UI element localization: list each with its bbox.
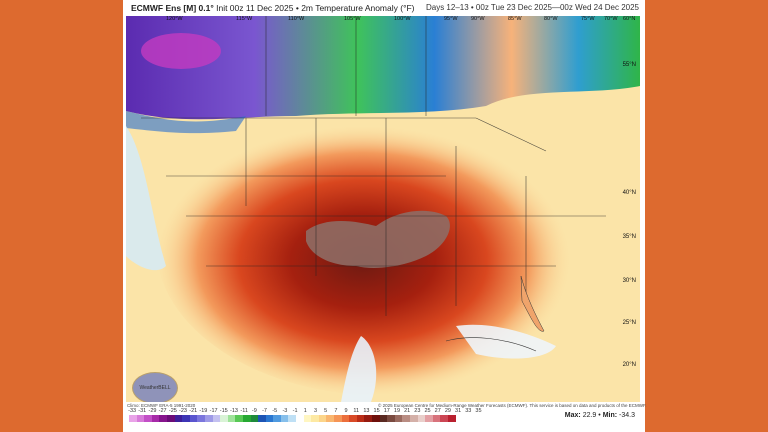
colorbar-cell xyxy=(212,415,221,422)
colorbar-tick: -27 xyxy=(158,408,167,414)
weatherbell-logo: WeatherBELL xyxy=(132,372,178,402)
colorbar-cell xyxy=(166,415,175,422)
colorbar-tick: -15 xyxy=(219,408,228,414)
colorbar-tick: -11 xyxy=(240,408,248,414)
colorbar-tick: 1 xyxy=(303,408,307,414)
colorbar-tick: 31 xyxy=(455,408,462,414)
colorbar-tick: -17 xyxy=(209,408,218,414)
colorbar-tick: -3 xyxy=(282,408,288,414)
copyright-credit: © 2025 European Centre for Medium-Range … xyxy=(378,403,647,408)
colorbar-tick: 21 xyxy=(404,408,411,414)
colorbar-cell xyxy=(372,415,380,422)
colorbar-cell xyxy=(318,415,327,422)
colorbar-tick: 29 xyxy=(444,408,451,414)
colorbar-cell xyxy=(288,415,297,422)
colorbar-cell xyxy=(189,415,198,422)
chart-title: ECMWF Ens [M] 0.1° Init 00z 11 Dec 2025 … xyxy=(131,3,415,13)
max-value: 22.9 xyxy=(582,412,597,419)
colorbar-tick: -13 xyxy=(229,408,238,414)
colorbar-cell xyxy=(235,415,243,422)
colorbar-tick: -9 xyxy=(251,408,257,414)
colorbar-cell xyxy=(159,415,167,422)
colorbar-cell xyxy=(296,415,304,422)
colorbar-tick: 5 xyxy=(324,408,328,414)
colorbar-tick: 27 xyxy=(434,408,441,414)
colorbar-cell xyxy=(432,415,441,422)
colorbar-cell xyxy=(129,415,137,422)
colorbar-cell xyxy=(334,415,342,422)
colorbar-cell xyxy=(394,415,403,422)
colorbar-cell xyxy=(273,415,281,422)
colorbar-tick: -1 xyxy=(292,408,298,414)
colorbar-tick: -31 xyxy=(138,408,147,414)
colorbar-cell xyxy=(326,415,335,422)
field-name: 2m Temperature Anomaly (°F) xyxy=(301,3,415,13)
colorbar-tick: 25 xyxy=(424,408,431,414)
colorbar-cell xyxy=(356,415,365,422)
colorbar xyxy=(129,415,456,422)
colorbar-cell xyxy=(144,415,152,422)
map-panel: ECMWF Ens [M] 0.1° Init 00z 11 Dec 2025 … xyxy=(123,0,647,432)
colorbar-tick: 23 xyxy=(414,408,421,414)
colorbar-ticks: -33 -31 -29 -27 -25 -23 -21 -19 -17 -15 -13 -11 -9 -7… xyxy=(127,408,484,414)
colorbar-tick: -21 xyxy=(189,408,198,414)
colorbar-cell xyxy=(364,415,372,422)
colorbar-cell xyxy=(265,415,274,422)
colorbar-cell xyxy=(204,415,213,422)
colorbar-cell xyxy=(280,415,289,422)
min-value: -34.3 xyxy=(619,412,635,419)
colorbar-tick: -5 xyxy=(272,408,278,414)
colorbar-cell xyxy=(341,415,350,422)
colorbar-cell xyxy=(402,415,410,422)
colorbar-cell xyxy=(303,415,312,422)
colorbar-tick: 19 xyxy=(393,408,401,414)
colorbar-tick: 3 xyxy=(313,408,317,414)
colorbar-cell xyxy=(425,415,433,422)
colorbar-cell xyxy=(242,415,251,422)
colorbar-cell xyxy=(258,415,266,422)
colorbar-tick: 15 xyxy=(373,408,380,414)
colorbar-tick: -7 xyxy=(262,408,267,414)
colorbar-cell xyxy=(349,415,357,422)
valid-time: Days 12–13 • 00z Tue 23 Dec 2025—00z Wed… xyxy=(425,3,639,12)
climo-credit: Climo: ECMWF ERA-5 1991-2020 xyxy=(127,403,196,408)
temperature-anomaly-map: 120°W 115°W 110°W 105°W 100°W 95°W 90°W … xyxy=(126,16,640,402)
colorbar-cell xyxy=(250,415,259,422)
colorbar-cell xyxy=(136,415,145,422)
colorbar-cell xyxy=(311,415,319,422)
colorbar-tick: 7 xyxy=(334,408,338,414)
colorbar-cell xyxy=(197,415,205,422)
colorbar-cell xyxy=(447,415,456,422)
colorbar-tick: -33 xyxy=(128,408,137,414)
colorbar-cell xyxy=(440,415,448,422)
colorbar-cell xyxy=(227,415,236,422)
colorbar-tick: -29 xyxy=(148,408,157,414)
colorbar-tick: -25 xyxy=(168,408,177,414)
colorbar-tick: -19 xyxy=(199,408,208,414)
longitude-labels: 120°W 115°W 110°W 105°W 100°W 95°W 90°W … xyxy=(166,16,636,22)
colorbar-tick: -23 xyxy=(179,408,187,414)
colorbar-cell xyxy=(182,415,190,422)
colorbar-cell xyxy=(379,415,388,422)
colorbar-tick: 35 xyxy=(475,408,482,414)
colorbar-cell xyxy=(387,415,395,422)
init-time: Init 00z 11 Dec 2025 xyxy=(216,3,294,13)
colorbar-cell xyxy=(151,415,160,422)
colorbar-tick: 17 xyxy=(383,408,390,414)
colorbar-tick: 9 xyxy=(344,408,348,414)
colorbar-tick: 11 xyxy=(353,408,360,414)
map-graphic xyxy=(126,16,640,402)
colorbar-cell xyxy=(409,415,418,422)
colorbar-cell xyxy=(174,415,183,422)
model-name: ECMWF Ens [M] 0.1° xyxy=(131,3,214,13)
colorbar-cell xyxy=(220,415,228,422)
colorbar-tick: 33 xyxy=(465,408,472,414)
colorbar-tick: 13 xyxy=(363,408,370,414)
colorbar-cell xyxy=(417,415,426,422)
max-min-values: Max: 22.9 • Min: -34.3 xyxy=(564,412,635,419)
